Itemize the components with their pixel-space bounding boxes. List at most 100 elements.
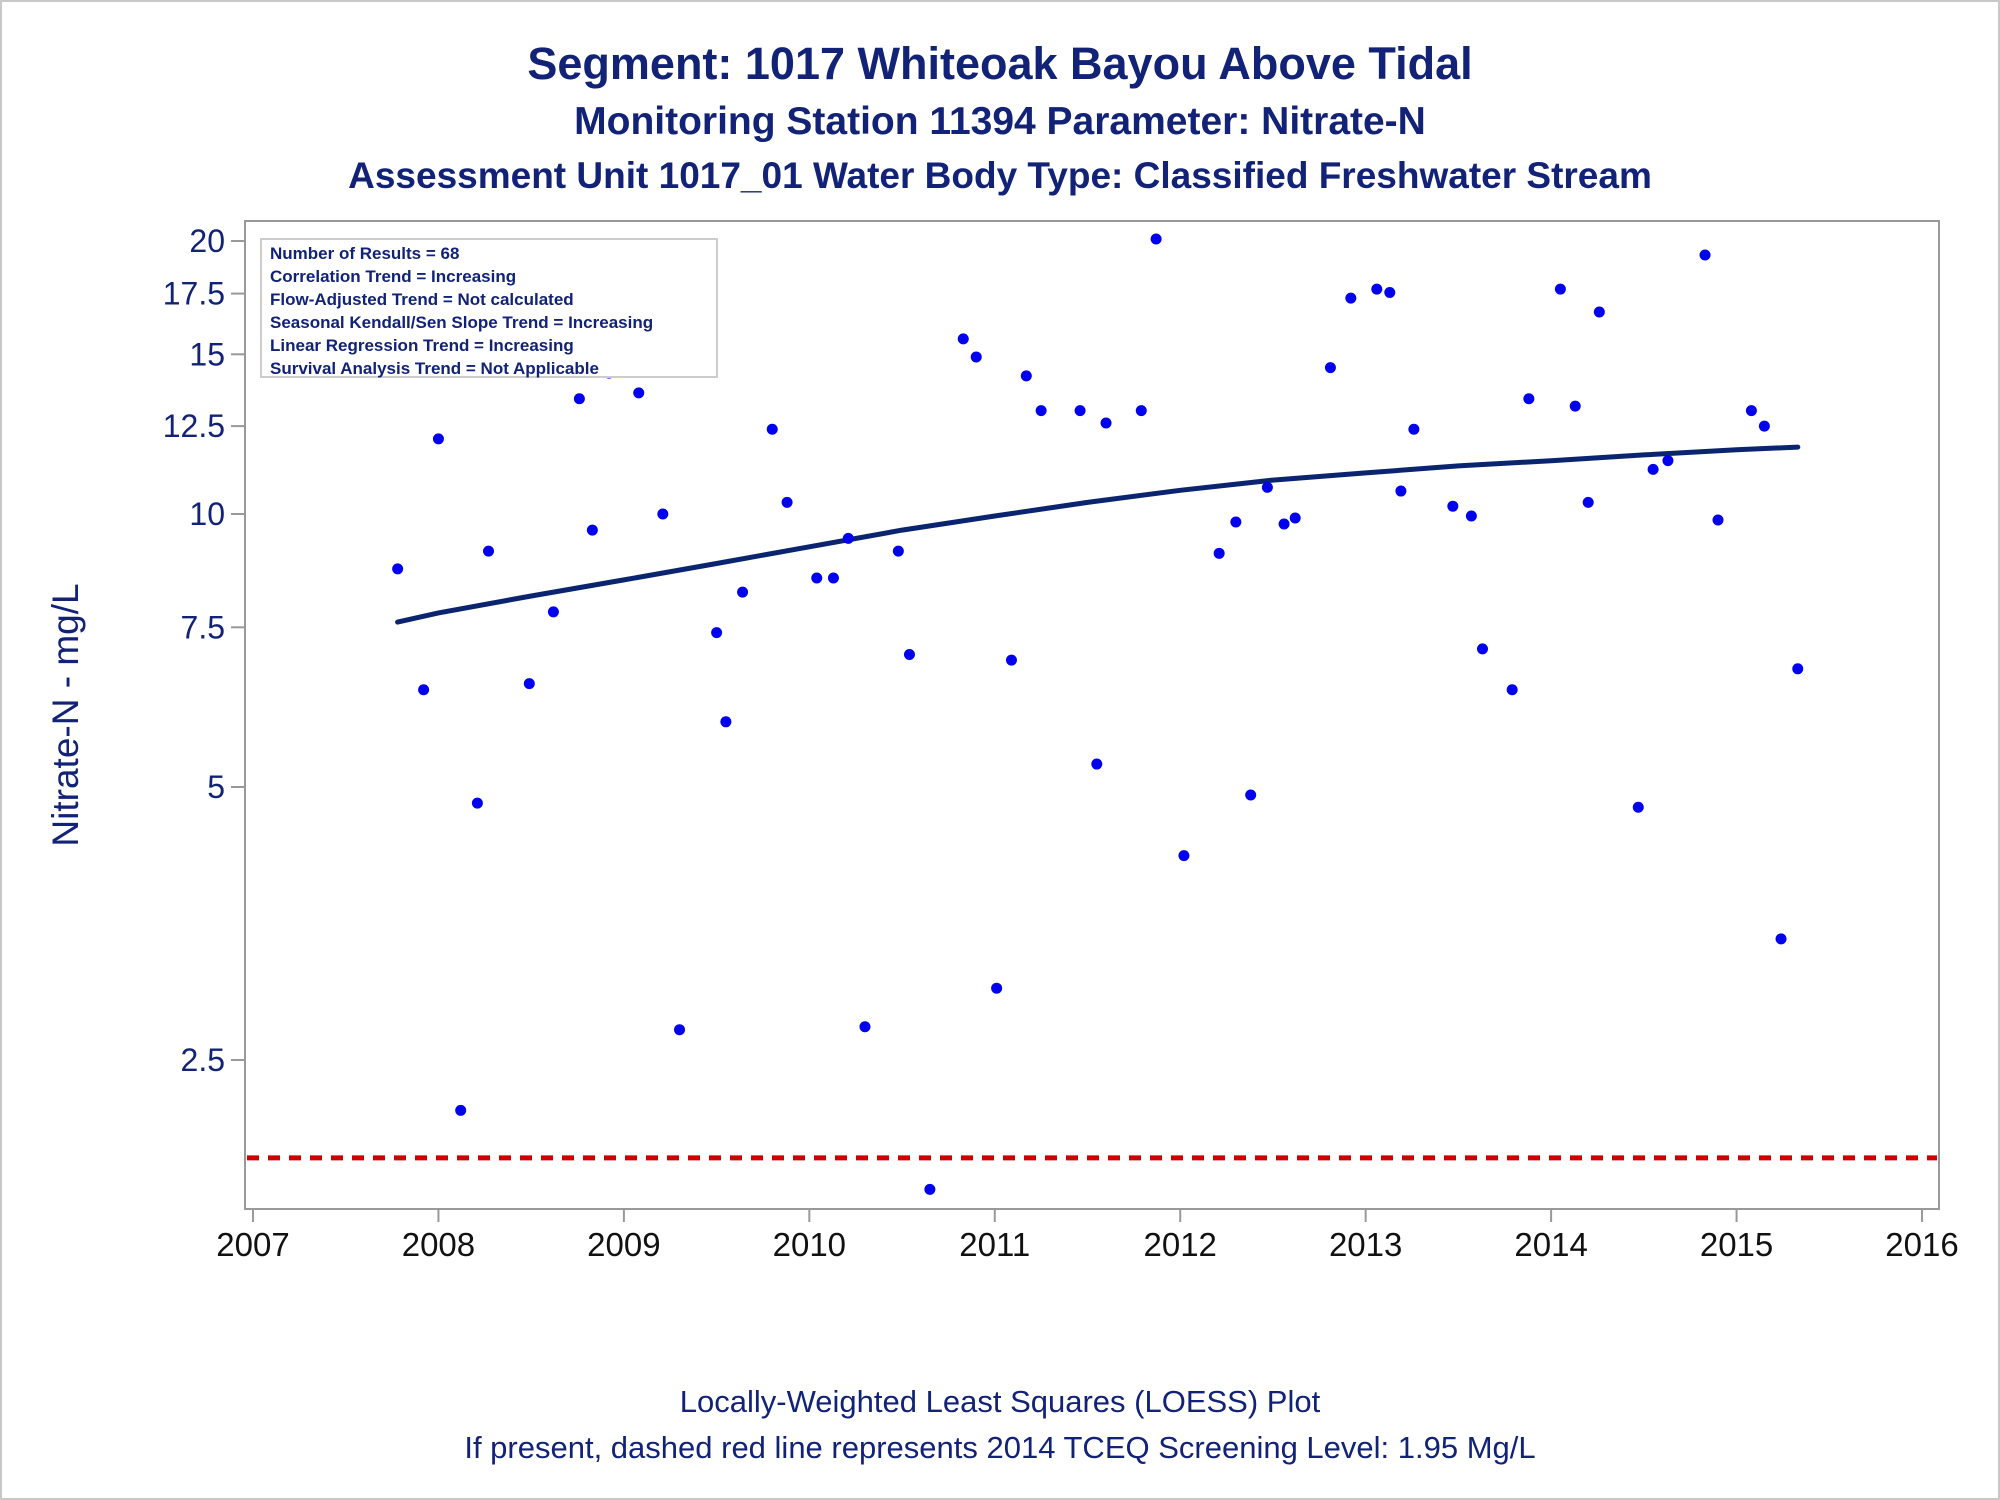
data-point bbox=[811, 572, 823, 584]
data-point bbox=[1245, 789, 1257, 801]
data-point bbox=[781, 496, 793, 508]
data-point bbox=[586, 524, 598, 536]
data-point bbox=[1712, 514, 1724, 526]
data-point bbox=[970, 351, 982, 363]
x-tick-label: 2008 bbox=[402, 1226, 475, 1263]
y-tick-label: 12.5 bbox=[163, 408, 225, 444]
stat-number-of-results: Number of Results = 68 bbox=[270, 244, 460, 263]
footnote-screening-level: If present, dashed red line represents 2… bbox=[464, 1430, 1536, 1465]
data-point bbox=[1476, 643, 1488, 655]
data-point bbox=[1569, 400, 1581, 412]
data-point bbox=[471, 797, 483, 809]
y-axis-label: Nitrate-N - mg/L bbox=[45, 583, 86, 846]
y-tick-label: 7.5 bbox=[181, 609, 225, 645]
data-point bbox=[1582, 496, 1594, 508]
data-point bbox=[1554, 283, 1566, 295]
data-point bbox=[1324, 362, 1336, 374]
data-point bbox=[1593, 306, 1605, 318]
x-tick-label: 2014 bbox=[1514, 1226, 1587, 1263]
data-point bbox=[1035, 405, 1047, 417]
data-point bbox=[1005, 654, 1017, 666]
x-tick-label: 2012 bbox=[1144, 1226, 1217, 1263]
data-point bbox=[1745, 405, 1757, 417]
data-point bbox=[1289, 512, 1301, 524]
data-point bbox=[892, 545, 904, 557]
data-point bbox=[1091, 758, 1103, 770]
stat-flow-adjusted-trend: Flow-Adjusted Trend = Not calculated bbox=[270, 290, 574, 309]
data-point bbox=[766, 423, 778, 435]
chart-subtitle-station: Monitoring Station 11394 Parameter: Nitr… bbox=[574, 100, 1426, 143]
x-tick-label: 2009 bbox=[587, 1226, 660, 1263]
stat-correlation-trend: Correlation Trend = Increasing bbox=[270, 267, 517, 286]
data-point bbox=[1230, 516, 1242, 528]
data-point bbox=[1371, 283, 1383, 295]
y-tick-label: 2.5 bbox=[181, 1042, 225, 1078]
data-point bbox=[737, 586, 749, 598]
data-point bbox=[827, 572, 839, 584]
data-point bbox=[1135, 405, 1147, 417]
data-point bbox=[1213, 547, 1225, 559]
y-tick-label: 15 bbox=[189, 336, 225, 372]
plot-area-border bbox=[244, 220, 1940, 1210]
data-point bbox=[1447, 500, 1459, 512]
data-point bbox=[633, 387, 645, 399]
stat-seasonal-kendall-trend: Seasonal Kendall/Sen Slope Trend = Incre… bbox=[270, 313, 654, 332]
data-point bbox=[455, 1104, 467, 1116]
data-point bbox=[573, 393, 585, 405]
data-point bbox=[1100, 417, 1112, 429]
data-point bbox=[1020, 370, 1032, 382]
data-point bbox=[1775, 933, 1787, 945]
y-tick-label: 10 bbox=[189, 496, 225, 532]
data-point bbox=[657, 508, 669, 520]
data-point bbox=[1699, 249, 1711, 261]
chart-title: Segment: 1017 Whiteoak Bayou Above Tidal bbox=[527, 38, 1473, 89]
footnote-loess: Locally-Weighted Least Squares (LOESS) P… bbox=[679, 1384, 1321, 1419]
data-point bbox=[1345, 292, 1357, 304]
data-point bbox=[432, 433, 444, 445]
data-point bbox=[711, 627, 723, 639]
data-point bbox=[1395, 485, 1407, 497]
stat-survival-analysis-trend: Survival Analysis Trend = Not Applicable bbox=[270, 359, 599, 378]
data-point bbox=[1178, 850, 1190, 862]
data-point bbox=[991, 982, 1003, 994]
data-point bbox=[1506, 684, 1518, 696]
data-point bbox=[1408, 423, 1420, 435]
stat-linear-regression-trend: Linear Regression Trend = Increasing bbox=[270, 336, 574, 355]
data-point bbox=[1384, 286, 1396, 298]
data-point bbox=[957, 333, 969, 345]
data-point bbox=[720, 716, 732, 728]
data-point bbox=[842, 532, 854, 544]
data-point bbox=[1074, 405, 1086, 417]
data-point bbox=[1662, 455, 1674, 467]
x-tick-label: 2007 bbox=[216, 1226, 289, 1263]
loess-trend-line bbox=[395, 444, 1801, 625]
data-point bbox=[523, 678, 535, 690]
data-point bbox=[1150, 233, 1162, 245]
data-point bbox=[859, 1021, 871, 1033]
x-tick-label: 2011 bbox=[959, 1226, 1030, 1263]
x-tick-label: 2015 bbox=[1700, 1226, 1773, 1263]
trend-stats-box: Number of Results = 68 Correlation Trend… bbox=[260, 238, 718, 378]
y-tick-label: 17.5 bbox=[163, 276, 225, 312]
data-point bbox=[1261, 481, 1273, 493]
data-point bbox=[924, 1183, 936, 1195]
data-point bbox=[1647, 463, 1659, 475]
x-tick-label: 2013 bbox=[1329, 1226, 1402, 1263]
data-point bbox=[392, 563, 404, 575]
x-tick-label: 2016 bbox=[1885, 1226, 1958, 1263]
x-tick-label: 2010 bbox=[773, 1226, 846, 1263]
data-point bbox=[1465, 510, 1477, 522]
data-point bbox=[547, 606, 559, 618]
y-tick-label: 20 bbox=[189, 223, 225, 259]
data-point bbox=[1758, 420, 1770, 432]
data-point bbox=[1792, 663, 1804, 675]
data-point bbox=[1278, 518, 1290, 530]
data-point bbox=[1632, 801, 1644, 813]
y-tick-label: 5 bbox=[207, 769, 225, 805]
chart-subtitle-assessment: Assessment Unit 1017_01 Water Body Type:… bbox=[348, 155, 1652, 196]
data-point bbox=[1523, 393, 1535, 405]
data-point bbox=[903, 648, 915, 660]
data-point bbox=[483, 545, 495, 557]
